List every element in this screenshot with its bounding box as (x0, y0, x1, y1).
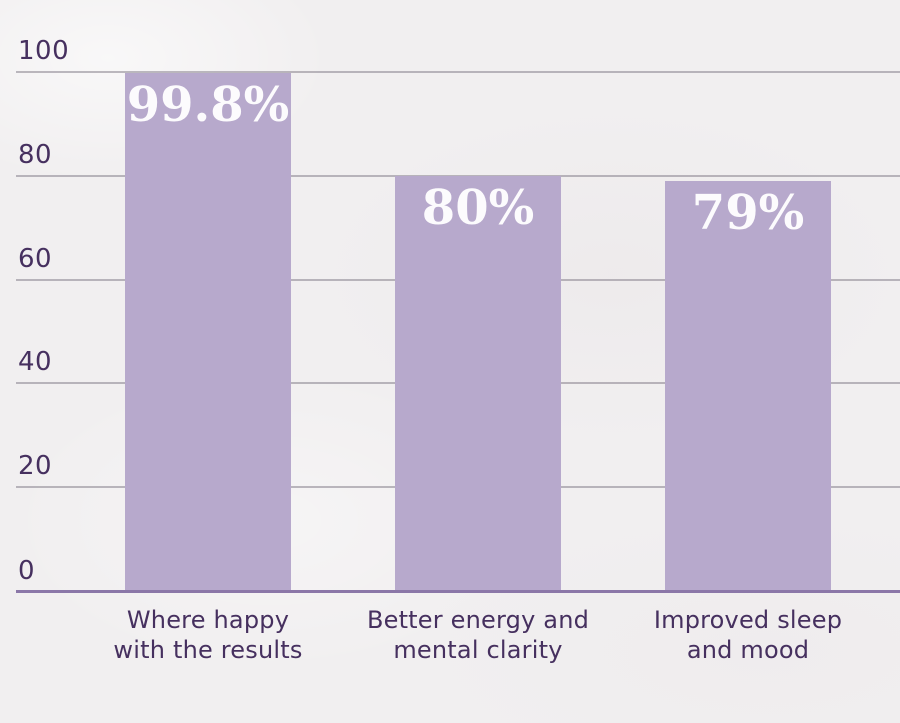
gridline-100: 100 (16, 38, 900, 73)
y-tick-label-20: 20 (18, 451, 53, 482)
bar-improved-sleep: 79% (665, 181, 831, 591)
x-axis-line: 0 (16, 558, 900, 593)
bar-better-energy: 80% (395, 175, 561, 591)
bar-value-label: 80% (421, 179, 535, 236)
bar-value-label: 79% (691, 185, 805, 241)
bar-value-label: 99.8% (126, 77, 290, 134)
y-tick-label-40: 40 (18, 347, 53, 378)
y-tick-label-60: 60 (18, 243, 53, 274)
category-label-improved-sleep: Improved sleep and mood (653, 606, 843, 664)
y-tick-label-80: 80 (18, 139, 53, 170)
plot-area: 100 80 60 40 20 0 99.8% 80% 79 (16, 38, 900, 593)
gridline-80: 80 (16, 142, 900, 177)
category-label-where-happy: Where happy with the results (113, 606, 303, 664)
category-label-better-energy: Better energy and mental clarity (366, 606, 590, 664)
y-tick-label-100: 100 (18, 36, 70, 66)
bar-where-happy: 99.8% (125, 73, 291, 591)
y-tick-label-0: 0 (18, 556, 36, 586)
